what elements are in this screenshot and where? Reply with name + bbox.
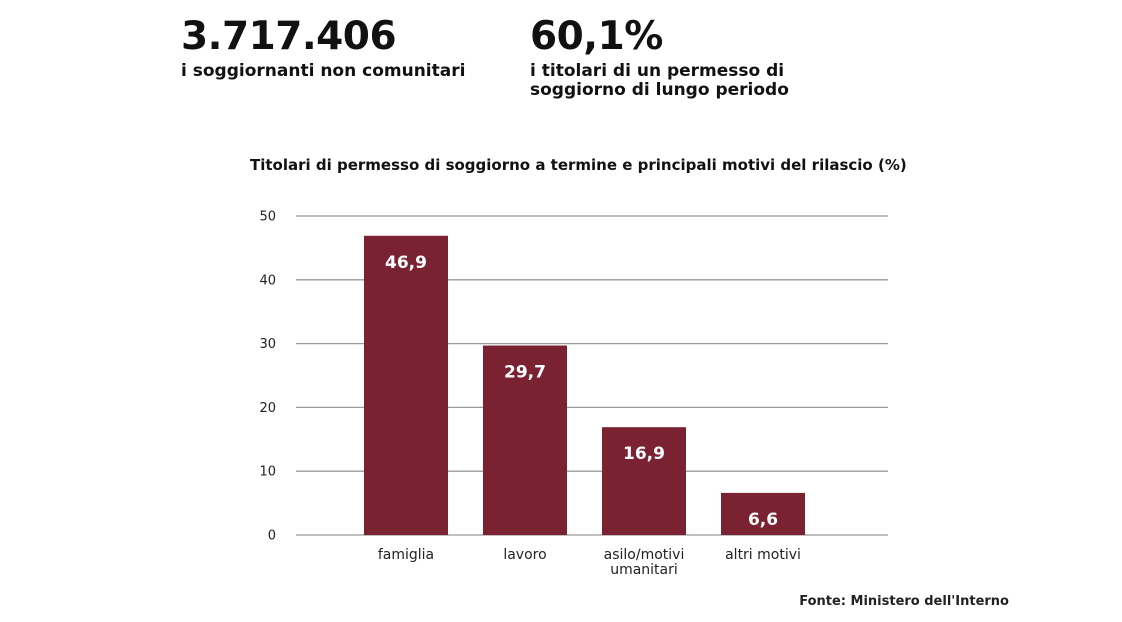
y-tick-label: 20 — [259, 401, 276, 416]
y-tick-label: 50 — [259, 210, 276, 225]
kpi-value: 3.717.406 — [181, 14, 397, 59]
bar — [364, 235, 448, 535]
bar-value-label: 46,9 — [385, 253, 427, 273]
category-label: altri motivi — [725, 547, 801, 563]
label-layer: 0 10 20 30 40 50 46,9 famiglia 29,7 lavoro 16,9 asi… — [259, 210, 800, 579]
bar — [721, 492, 805, 535]
category-label: asilo/motivi — [604, 547, 685, 563]
kpi-label: i titolari di un permesso di soggiorno d… — [530, 62, 850, 100]
kpi-label-line: i titolari di un permesso di — [530, 61, 785, 81]
bar — [483, 345, 567, 535]
source-note: Fonte: Ministero dell'Interno — [799, 594, 1009, 609]
bar-value-label: 16,9 — [623, 444, 665, 464]
kpi-lungo-periodo: 60,1% i titolari di un permesso di soggi… — [530, 17, 850, 100]
bar — [602, 427, 686, 535]
y-tick-label: 0 — [268, 529, 276, 544]
bar-value-label: 6,6 — [748, 510, 778, 530]
bar-layer — [364, 235, 805, 535]
chart-title: Titolari di permesso di soggiorno a term… — [250, 156, 907, 174]
category-label: lavoro — [503, 547, 546, 563]
kpi-label-line: i soggiornanti non comunitari — [181, 61, 466, 81]
kpi-soggiornanti: 3.717.406 i soggiornanti non comunitari — [181, 17, 511, 81]
bar-value-label: 29,7 — [504, 363, 546, 383]
kpi-label: i soggiornanti non comunitari — [181, 62, 511, 81]
y-tick-label: 30 — [259, 337, 276, 352]
category-label: umanitari — [610, 562, 678, 578]
kpi-label-line: soggiorno di lungo periodo — [530, 80, 789, 100]
y-tick-label: 40 — [259, 273, 276, 288]
kpi-value: 60,1% — [530, 14, 663, 59]
category-label: famiglia — [378, 547, 434, 563]
y-tick-label: 10 — [259, 465, 276, 480]
